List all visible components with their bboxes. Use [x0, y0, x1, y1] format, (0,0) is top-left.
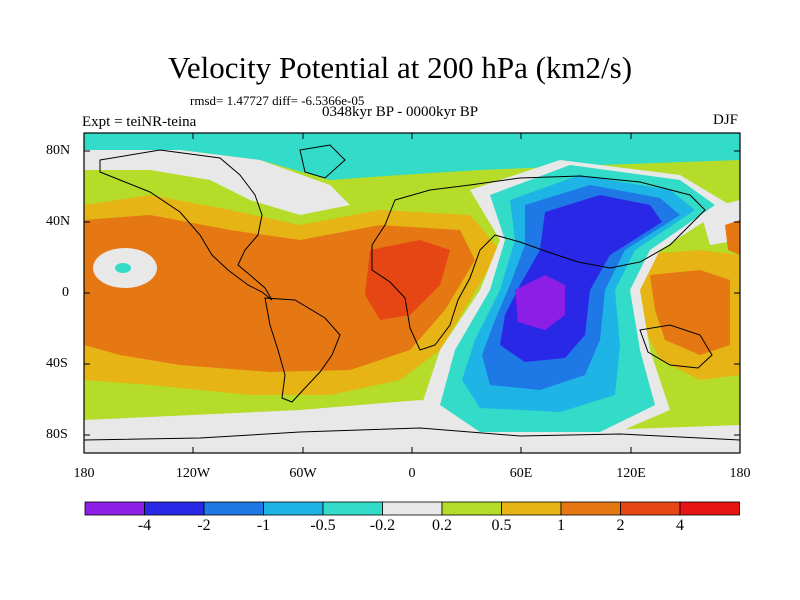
south-america-outline [264, 297, 341, 403]
colorbar-box-8 [501, 501, 562, 516]
field-neg4-center [515, 275, 565, 330]
coastlines [84, 144, 740, 441]
colorbar-box-1 [84, 501, 145, 516]
lat-label-80n: 80N [46, 143, 71, 158]
colorbar-label-pos1: 1 [557, 517, 565, 534]
colorbar-label-pos4: 4 [676, 517, 684, 534]
colorbar-label-pos02: 0.2 [432, 517, 452, 534]
lat-label-40s: 40S [46, 356, 68, 371]
map-title: Velocity Potential at 200 hPa (km2/s) [167, 50, 633, 85]
lon-label-120e: 120E [616, 466, 646, 481]
greenland-outline [299, 144, 346, 179]
field-neutral-north [84, 150, 350, 215]
colorbar-box-9 [560, 501, 621, 516]
colorbar-box-6 [382, 501, 443, 516]
field-pos1-east [725, 220, 740, 255]
field-neg02-north [84, 133, 740, 180]
lon-label-180w: 180 [73, 466, 95, 481]
lon-label-180e: 180 [729, 466, 751, 481]
colorbar-label-neg1: -1 [256, 517, 271, 534]
colorbar-box-5 [322, 501, 383, 516]
rmsd-label: rmsd= 1.47727 diff= -6.5366e-05 [190, 93, 365, 108]
colorbar-box-10 [620, 501, 681, 516]
field-pos1-westpac [650, 270, 730, 355]
colorbar-box-11 [679, 501, 740, 516]
colorbar-box-2 [144, 501, 205, 516]
colorbar-label-neg02: -0.2 [369, 517, 396, 534]
antarctica-outline [84, 427, 740, 441]
lat-label-0: 0 [62, 285, 69, 300]
lat-label-40n: 40N [46, 214, 71, 229]
experiment-label: Expt = teiNR-teina [82, 114, 197, 130]
colorbar-label-pos05: 0.5 [491, 517, 512, 534]
field-pos2-africa [365, 240, 450, 320]
lon-label-120w: 120W [175, 466, 211, 481]
eurasia-africa-outline [371, 175, 706, 351]
colorbar [84, 501, 740, 516]
colorbar-box-7 [441, 501, 502, 516]
lat-ticks [84, 150, 740, 436]
lat-label-80s: 80S [46, 427, 68, 442]
colorbar-box-4 [263, 501, 324, 516]
lon-ticks [83, 133, 741, 453]
season-label: DJF [713, 112, 739, 128]
colorbar-label-pos2: 2 [616, 517, 625, 534]
lon-label-60w: 60W [289, 466, 317, 481]
lon-label-60e: 60E [509, 466, 533, 481]
field-neg02-pocket [115, 263, 131, 273]
australia-outline [639, 324, 713, 369]
colorbar-label-neg05: -0.5 [310, 517, 336, 534]
colorbar-label-neg2: -2 [197, 517, 211, 534]
period-label: 0348kyr BP - 0000kyr BP [322, 104, 479, 120]
velocity-potential-field [84, 133, 740, 453]
colorbar-label-neg4: -4 [137, 517, 152, 534]
north-america-outline [99, 149, 273, 301]
colorbar-box-3 [203, 501, 264, 516]
lon-label-0: 0 [408, 466, 416, 481]
